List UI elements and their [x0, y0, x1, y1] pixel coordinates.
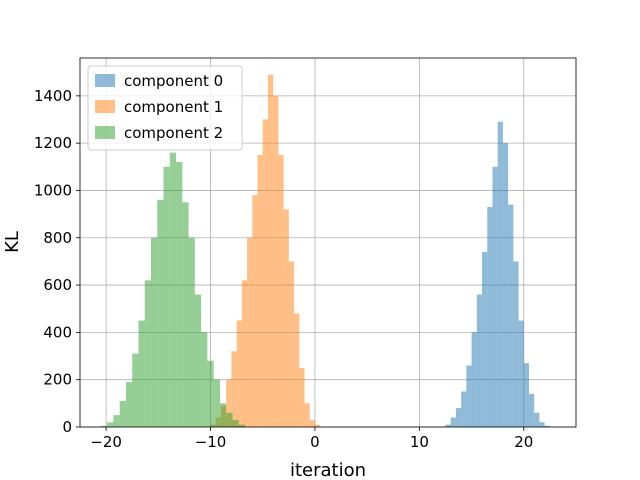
histogram-bar-component-0 [482, 251, 488, 427]
histogram-bar-component-1 [304, 403, 310, 427]
histogram-bar-component-0 [518, 320, 524, 427]
histogram-bar-component-0 [523, 363, 530, 427]
x-tick-label: 10 [410, 433, 429, 451]
histogram-bar-component-2 [132, 353, 139, 427]
histogram-bar-component-2 [194, 294, 202, 427]
y-tick-label: 800 [43, 229, 72, 247]
histogram-bar-component-2 [238, 424, 245, 427]
histogram-bar-component-2 [119, 400, 126, 427]
histogram-bar-component-2 [125, 382, 133, 427]
histogram-bar-component-1 [226, 379, 232, 427]
histogram-bar-component-2 [207, 360, 214, 427]
histogram-bar-component-0 [461, 391, 467, 427]
y-tick-label: 1400 [34, 87, 72, 105]
histogram-bar-component-1 [283, 209, 289, 427]
y-tick-label: 400 [43, 323, 72, 341]
y-tick-label: 0 [62, 418, 72, 436]
y-tick-label: 200 [43, 371, 72, 389]
histogram-bar-component-0 [492, 166, 498, 428]
histogram-bar-component-0 [529, 393, 535, 427]
legend-label-component-0: component 0 [124, 72, 223, 90]
histogram-bar-component-2 [157, 199, 164, 427]
histogram-bar-component-1 [267, 74, 274, 428]
histogram-bar-component-1 [273, 95, 279, 427]
bars [100, 74, 550, 428]
histogram-bar-component-2 [213, 379, 220, 427]
histogram-bar-component-2 [113, 415, 120, 427]
histogram-bar-component-2 [182, 202, 189, 427]
histogram-bar-component-0 [455, 408, 462, 427]
histogram-bar-component-0 [466, 365, 472, 427]
histogram-bar-component-2 [144, 280, 152, 427]
histogram-bar-component-1 [247, 237, 253, 427]
histogram-bar-component-0 [508, 204, 514, 427]
histogram-bar-component-2 [219, 403, 227, 427]
histogram-bar-component-0 [534, 412, 540, 427]
histogram-bar-component-1 [236, 320, 242, 427]
histogram-bar-component-2 [201, 332, 208, 427]
y-axis-label: KL [2, 231, 23, 253]
histogram-bar-component-2 [176, 162, 183, 428]
histogram-bar-component-0 [513, 261, 519, 427]
legend-box [87, 65, 243, 151]
histogram-bar-component-0 [471, 332, 477, 427]
histogram-bar-component-2 [163, 166, 170, 428]
histogram-bar-component-2 [232, 419, 239, 427]
x-axis-ticks: −20 −10 0 10 20 [90, 427, 533, 451]
y-tick-label: 1200 [34, 134, 72, 152]
histogram-bar-component-2 [107, 422, 114, 427]
legend-swatch-component-0 [95, 74, 115, 87]
legend-label-component-1: component 1 [124, 98, 223, 116]
histogram-bar-component-0 [450, 417, 456, 427]
histogram-bar-component-1 [241, 280, 248, 427]
histogram-bar-component-1 [294, 313, 300, 427]
histogram-bar-component-0 [487, 207, 493, 427]
legend-swatch-component-1 [95, 100, 115, 113]
histogram-bar-component-1 [252, 195, 258, 427]
y-tick-label: 1000 [34, 181, 72, 199]
histogram-bar-component-2 [226, 412, 233, 427]
histogram-bar-component-1 [278, 154, 284, 427]
histogram-bar-component-2 [188, 237, 195, 427]
histogram-bar-component-1 [309, 419, 315, 427]
histogram-bar-component-0 [497, 121, 503, 427]
histogram-bar-component-0 [544, 425, 550, 427]
x-tick-label: −20 [90, 433, 122, 451]
x-tick-label: 20 [514, 433, 533, 451]
y-axis-ticks: 0 200 400 600 800 1000 1200 1400 [34, 87, 80, 436]
histogram-bar-component-0 [445, 424, 451, 427]
histogram-bar-component-0 [539, 422, 545, 427]
histogram-bar-component-1 [257, 154, 263, 427]
histogram-bar-component-0 [502, 143, 509, 427]
histogram-bar-component-1 [262, 119, 268, 427]
histogram-bar-component-2 [169, 152, 177, 427]
legend-swatch-component-2 [95, 126, 115, 139]
x-axis-label: iteration [290, 460, 366, 480]
histogram-bar-component-2 [151, 237, 158, 427]
histogram-bar-component-2 [100, 425, 108, 427]
histogram-bar-component-1 [288, 261, 295, 427]
legend: component 0 component 1 component 2 [87, 65, 243, 151]
x-tick-label: −10 [195, 433, 227, 451]
legend-label-component-2: component 2 [124, 124, 223, 142]
x-tick-label: 0 [310, 433, 320, 451]
histogram-bar-component-0 [476, 294, 483, 427]
histogram-bar-component-2 [138, 320, 145, 427]
histogram-bar-component-1 [314, 424, 321, 427]
plot-frame [79, 57, 577, 428]
histogram-bar-component-1 [299, 367, 305, 427]
histogram-bar-component-1 [231, 351, 237, 427]
y-tick-label: 600 [43, 276, 72, 294]
